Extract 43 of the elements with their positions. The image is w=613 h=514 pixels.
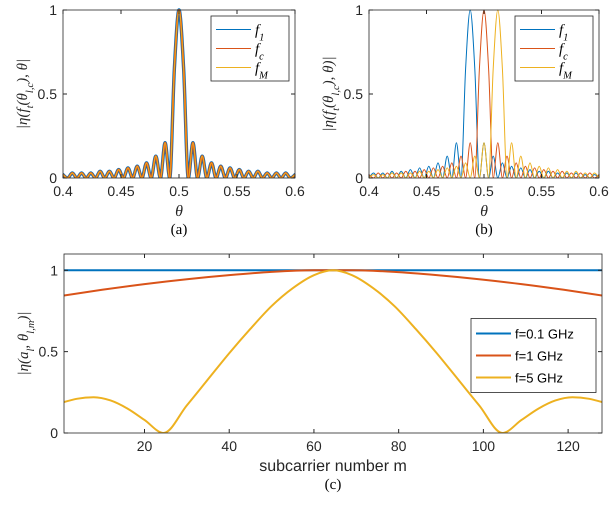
x-axis-title: subcarrier number m bbox=[259, 458, 407, 475]
y-tick-label: 1 bbox=[50, 262, 58, 278]
y-tick-label: 1 bbox=[49, 2, 58, 18]
y-tick-label: 0 bbox=[50, 425, 58, 441]
x-tick-label: 0.5 bbox=[169, 183, 189, 199]
legend-label: f$_{c}$ bbox=[559, 42, 568, 62]
y-tick-label: 0.5 bbox=[38, 86, 58, 102]
x-tick-label: 0.4 bbox=[359, 183, 379, 199]
y-tick-label: 0.5 bbox=[38, 344, 58, 360]
line-series bbox=[64, 269, 602, 296]
x-tick-label: 0.55 bbox=[528, 183, 556, 199]
legend-label: f$_{M}$ bbox=[255, 60, 270, 81]
x-axis-title: θ bbox=[175, 203, 184, 220]
x-tick-label: 40 bbox=[221, 438, 238, 454]
y-tick-label: 0 bbox=[355, 170, 364, 186]
y-tick-label: 0 bbox=[49, 170, 58, 186]
legend-label: f=0.1 GHz bbox=[515, 326, 574, 342]
x-tick-label: 80 bbox=[390, 438, 407, 454]
x-tick-label: 120 bbox=[556, 438, 580, 454]
text: (b) bbox=[475, 222, 493, 238]
x-tick-label: 20 bbox=[136, 438, 152, 454]
x-tick-label: 100 bbox=[472, 438, 496, 454]
legend-label: f$_{c}$ bbox=[255, 42, 264, 62]
x-tick-label: 0.55 bbox=[223, 183, 251, 199]
legend-label: f$_{1}$ bbox=[255, 22, 264, 43]
x-tick-label: 0.5 bbox=[474, 183, 494, 199]
x-tick-label: 0.6 bbox=[589, 183, 609, 199]
legend-label: f$_{1}$ bbox=[559, 22, 568, 43]
x-tick-label: 0.4 bbox=[53, 183, 73, 199]
line-series bbox=[369, 10, 599, 178]
x-axis-title: θ bbox=[480, 203, 488, 220]
legend-label: f=1 GHz bbox=[515, 348, 564, 364]
legend-label: f=5 GHz bbox=[515, 370, 564, 386]
x-tick-label: 0.45 bbox=[107, 183, 135, 199]
y-tick-label: 1 bbox=[355, 2, 364, 18]
y-tick-label: 0.5 bbox=[344, 86, 364, 102]
legend-label: f$_{M}$ bbox=[559, 60, 574, 81]
line-series bbox=[64, 269, 602, 433]
text: (c) bbox=[324, 477, 342, 493]
x-tick-label: 0.6 bbox=[285, 183, 305, 199]
x-tick-label: 0.45 bbox=[412, 183, 440, 199]
text: (a) bbox=[170, 222, 188, 238]
x-tick-label: 60 bbox=[306, 438, 322, 454]
